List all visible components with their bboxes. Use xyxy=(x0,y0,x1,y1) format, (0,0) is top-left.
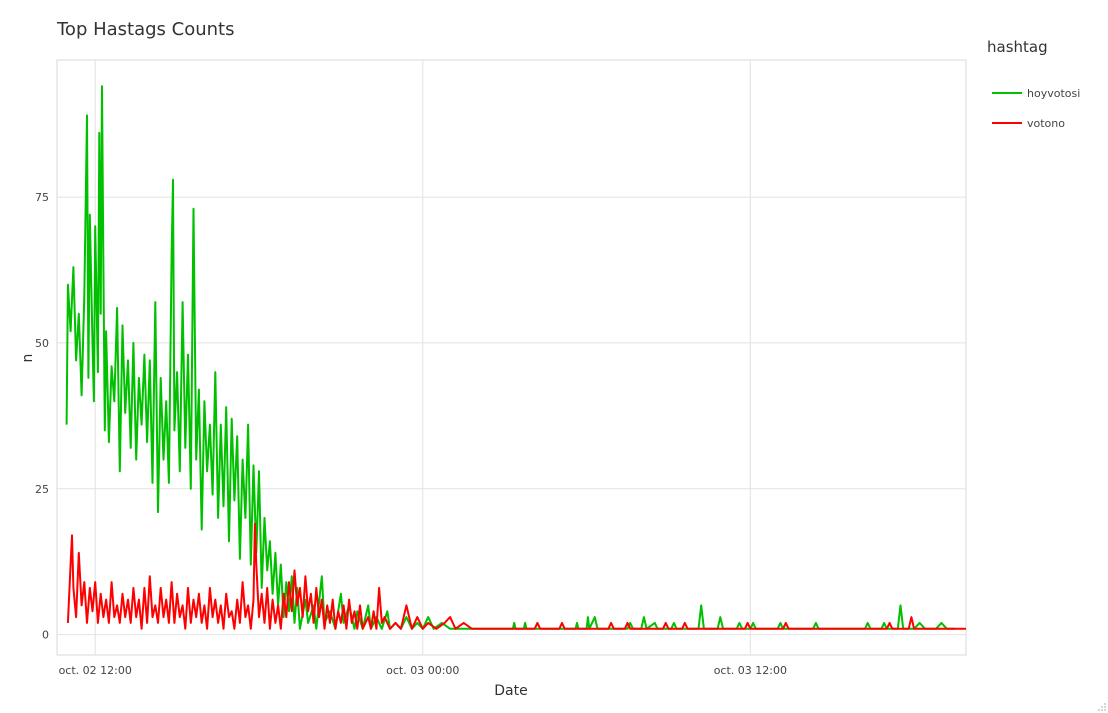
legend-title: hashtag xyxy=(987,38,1048,56)
x-tick-label: oct. 03 00:00 xyxy=(386,664,459,677)
y-axis-label: n xyxy=(20,354,36,363)
legend-swatch-hoyvotosi xyxy=(992,92,1022,94)
x-tick-label: oct. 03 12:00 xyxy=(714,664,787,677)
tick-labels: 0 25 50 75 oct. 02 12:00 oct. 03 00:00 oct. 03… xyxy=(35,191,787,677)
series-line-votono[interactable] xyxy=(66,522,966,630)
legend-item-votono[interactable]: votono xyxy=(987,108,1080,138)
legend-label-hoyvotosi: hoyvotosi xyxy=(1027,86,1081,100)
y-tick-label: 75 xyxy=(35,191,49,204)
y-tick-label: 0 xyxy=(42,629,49,642)
y-tick-label: 25 xyxy=(35,483,49,496)
resize-grip-icon[interactable] xyxy=(1098,703,1106,711)
legend: hashtag hoyvotosi votono xyxy=(987,38,1080,138)
series-lines xyxy=(65,85,966,630)
x-axis-label: Date xyxy=(494,683,527,699)
plot-area-border xyxy=(56,59,967,656)
y-tick-label: 50 xyxy=(35,337,49,350)
legend-label-votono: votono xyxy=(1027,116,1065,130)
chart-title: Top Hastags Counts xyxy=(57,19,235,40)
x-tick-label: oct. 02 12:00 xyxy=(59,664,132,677)
legend-swatch-votono xyxy=(992,122,1022,124)
legend-item-hoyvotosi[interactable]: hoyvotosi xyxy=(987,78,1080,108)
